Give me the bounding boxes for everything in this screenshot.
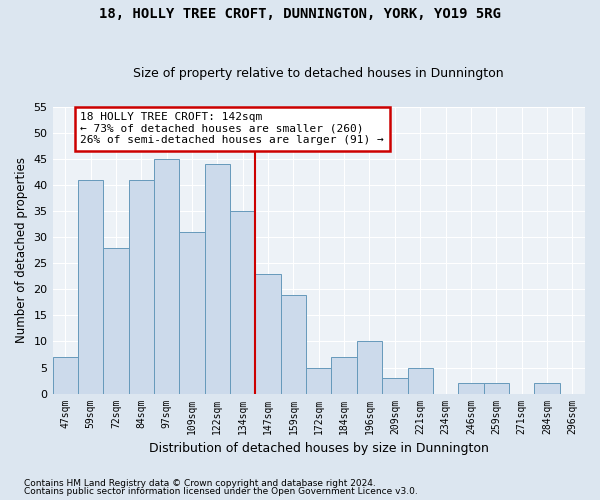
Bar [179,232,205,394]
Bar [331,357,357,394]
Bar [357,342,382,394]
Bar [53,357,78,394]
Bar [458,383,484,394]
Text: 18 HOLLY TREE CROFT: 142sqm
← 73% of detached houses are smaller (260)
26% of se: 18 HOLLY TREE CROFT: 142sqm ← 73% of det… [80,112,384,146]
Bar [382,378,407,394]
Bar [256,274,281,394]
Bar [281,294,306,394]
Text: Contains HM Land Registry data © Crown copyright and database right 2024.: Contains HM Land Registry data © Crown c… [24,478,376,488]
Bar [306,368,331,394]
Bar [205,164,230,394]
Bar [534,383,560,394]
Bar [230,211,256,394]
Title: Size of property relative to detached houses in Dunnington: Size of property relative to detached ho… [133,66,504,80]
Bar [128,180,154,394]
Bar [154,159,179,394]
Bar [484,383,509,394]
Y-axis label: Number of detached properties: Number of detached properties [15,158,28,344]
Text: Contains public sector information licensed under the Open Government Licence v3: Contains public sector information licen… [24,487,418,496]
Bar [407,368,433,394]
Bar [103,248,128,394]
X-axis label: Distribution of detached houses by size in Dunnington: Distribution of detached houses by size … [149,442,489,455]
Bar [78,180,103,394]
Text: 18, HOLLY TREE CROFT, DUNNINGTON, YORK, YO19 5RG: 18, HOLLY TREE CROFT, DUNNINGTON, YORK, … [99,8,501,22]
